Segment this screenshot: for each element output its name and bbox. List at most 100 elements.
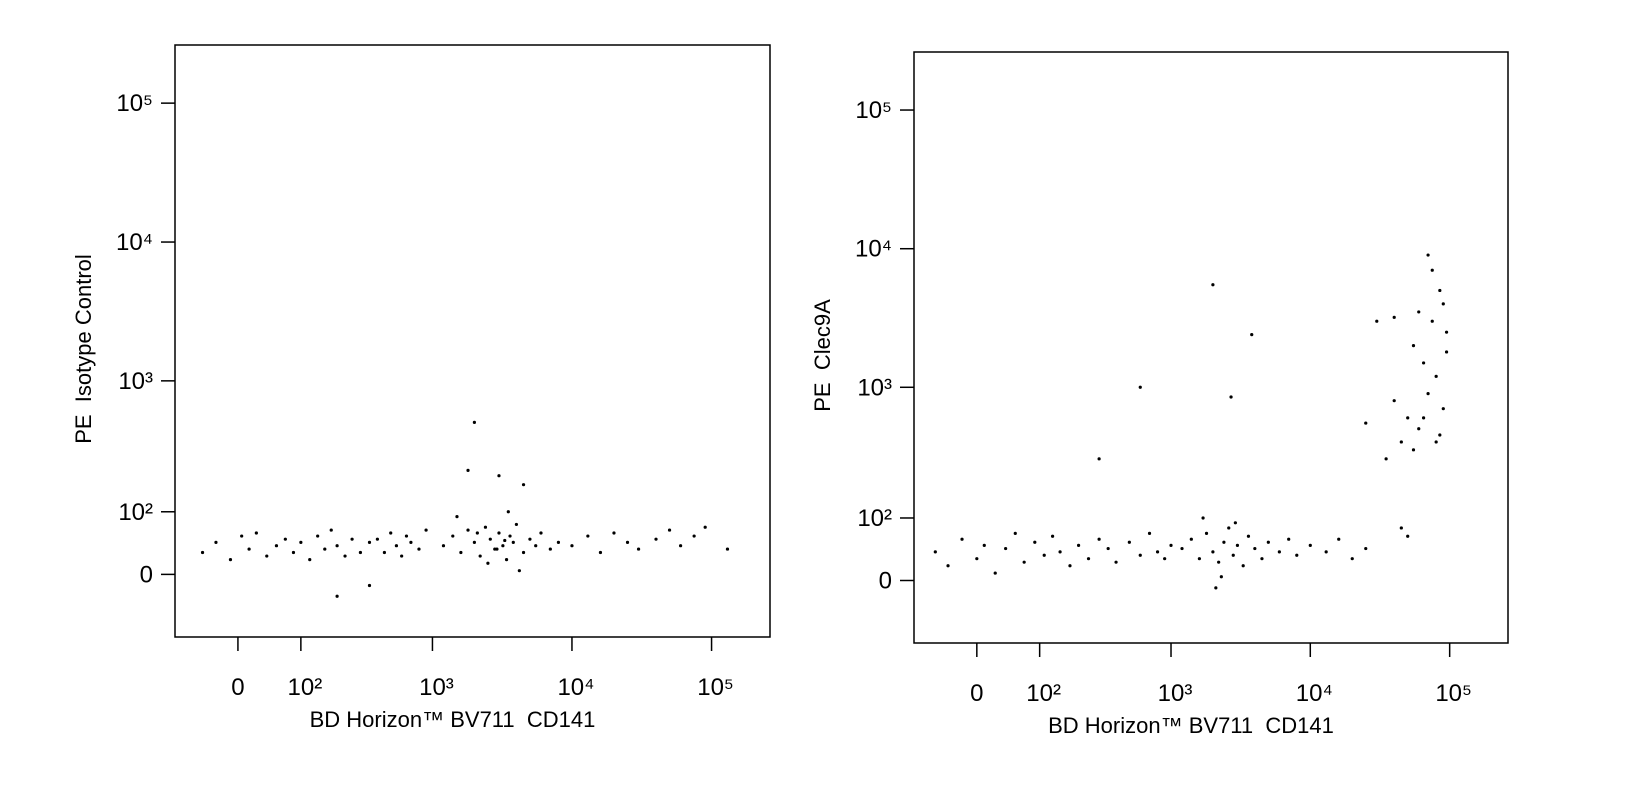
x-tick-label: 10⁵ [1435,680,1472,707]
point [1138,385,1142,389]
point [497,474,501,478]
x-tick-label: 10⁵ [697,674,734,701]
point [478,554,482,558]
x-tick-label: 10⁴ [557,674,594,701]
point [1169,543,1173,547]
point [389,531,393,535]
point [503,538,507,543]
point [1426,253,1430,257]
point [556,540,561,544]
y-tick-label: 10² [118,499,153,526]
point [548,547,552,551]
point [933,550,937,554]
point [521,483,526,487]
point [1430,268,1434,272]
point [483,525,488,529]
point [343,554,347,558]
point [1097,537,1101,541]
point [417,547,421,551]
point [466,528,470,532]
point [993,571,997,575]
point [375,537,380,541]
point [1246,534,1251,538]
point [1406,416,1410,420]
point [528,537,532,541]
point [424,528,428,532]
point [358,550,363,555]
point [946,564,950,568]
point [1097,457,1101,461]
point [506,510,510,514]
point [586,534,590,538]
point [612,531,616,535]
point [475,531,479,535]
x-tick-label: 0 [970,680,983,707]
x-tick-label: 0 [231,674,244,701]
point [254,531,258,535]
point [678,544,683,548]
point [1250,333,1254,337]
point [1399,526,1403,530]
point [1411,448,1416,452]
point [1421,416,1426,420]
point [654,537,658,541]
point [335,594,339,598]
point [1219,575,1223,579]
point [1138,553,1142,557]
point [1086,557,1091,561]
point [350,537,354,541]
point [1444,330,1449,334]
point [486,561,490,565]
y-tick-label: 0 [879,567,892,594]
point [200,550,205,555]
point [1277,550,1281,554]
point [1350,557,1354,561]
point [455,515,459,519]
point [1417,427,1421,431]
point [539,531,543,535]
point [367,540,372,544]
y-tick-label: 10² [857,505,892,532]
point [1421,361,1426,365]
plot-frame [913,51,1509,644]
point [308,558,312,562]
point [511,540,515,544]
point [960,537,964,541]
point [283,537,287,541]
point [1201,516,1205,520]
point [495,547,499,551]
point [625,540,630,544]
point [1444,350,1449,354]
point [598,550,603,555]
y-tick-label: 10⁴ [116,229,153,256]
x-tick-label: 10³ [419,674,454,701]
point [1438,433,1442,437]
y-tick-label: 10³ [118,368,153,395]
point [1253,546,1257,551]
point [1295,553,1299,557]
y-tick-label: 10³ [857,374,892,401]
point [1222,540,1226,544]
point [404,534,409,538]
y-tick-label: 10⁵ [116,90,153,117]
point [394,544,399,548]
point [409,540,413,544]
y-axis-label: PE Isotype Control [71,254,96,444]
point [1426,392,1430,396]
point [1231,553,1235,557]
point [1392,399,1396,403]
x-axis-label: BD Horizon™ BV711 CD141 [1048,713,1334,738]
point [1260,557,1264,561]
x-tick-label: 10⁴ [1296,680,1333,707]
point [517,569,521,573]
point [247,547,251,551]
point [240,534,244,538]
point [488,537,492,541]
point [214,540,218,544]
point [1189,537,1193,541]
point [703,525,707,529]
point [299,540,303,544]
x-axis-label: BD Horizon™ BV711 CD141 [310,707,596,732]
point [508,534,512,538]
